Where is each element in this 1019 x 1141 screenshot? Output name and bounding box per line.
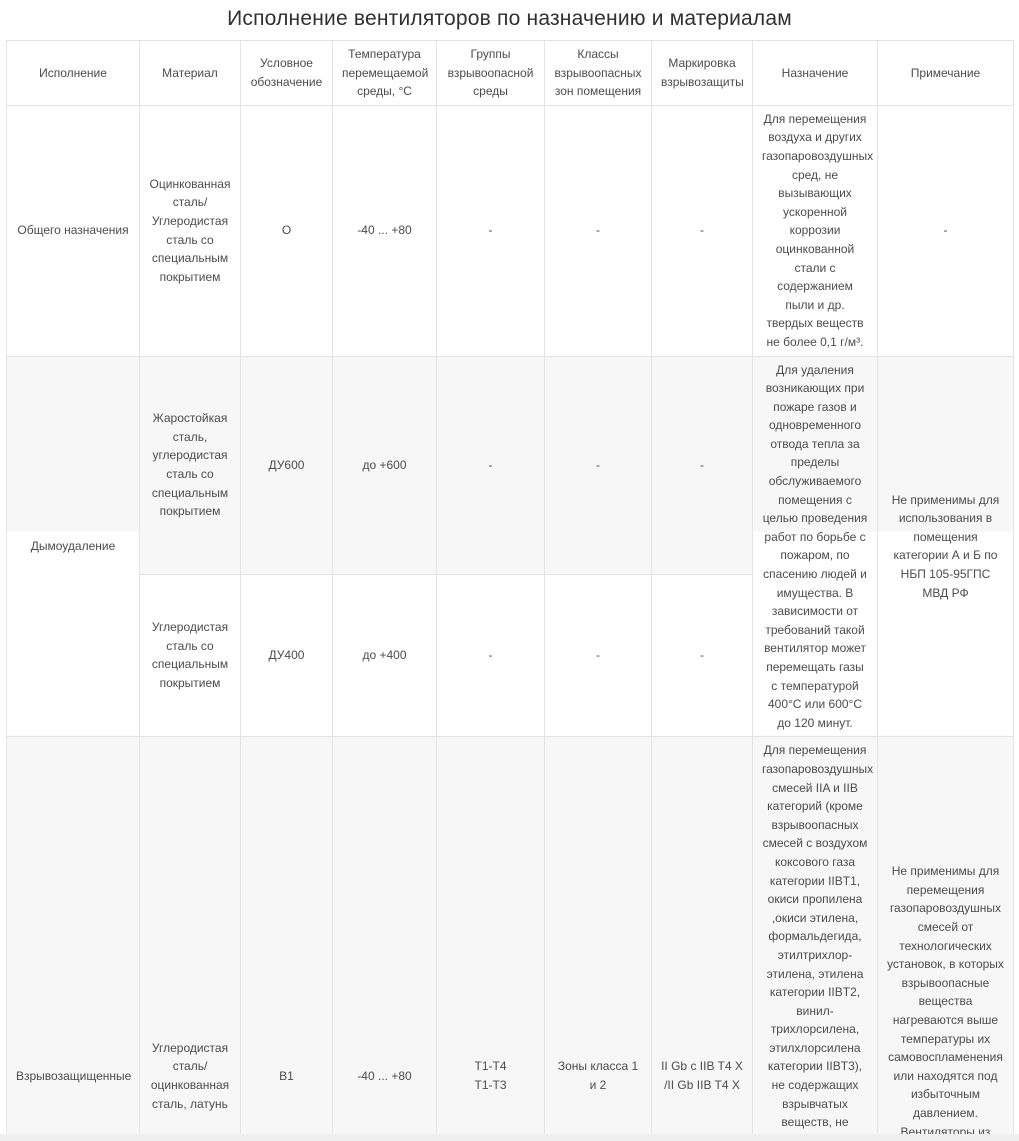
- cell-material: Жаростойкая сталь, углеродистая сталь со…: [139, 355, 241, 575]
- cell-marking: II Gb с IIB T4 X /II Gb IIB T4 X: [651, 736, 753, 1134]
- cell-explosive-groups: -: [436, 355, 545, 575]
- cell-symbol: ДУ600: [240, 355, 333, 575]
- cell-marking: -: [651, 573, 753, 738]
- cell-material: Углеродистая сталь со специальным покрыт…: [139, 573, 241, 738]
- page-title: Исполнение вентиляторов по назначению и …: [227, 7, 792, 30]
- cell-temperature: -40 ... +80: [332, 104, 437, 357]
- cell-note: Не применимы для использования в помещен…: [877, 355, 1014, 738]
- header-purpose: Назначение: [752, 40, 878, 106]
- table-header: Исполнение Материал Условное обозначение…: [6, 40, 1014, 106]
- cell-explosive-groups: -: [436, 104, 545, 357]
- header-explosive-groups: Группы взрывоопасной среды: [436, 40, 545, 106]
- cell-material: Оцинкованная сталь/ Углеродистая сталь с…: [139, 104, 241, 357]
- cell-execution: Взрывозащищенные: [6, 736, 140, 1134]
- header-temperature: Температура перемещаемой среды, °С: [332, 40, 437, 106]
- fan-specs-table: Исполнение Материал Условное обозначение…: [6, 40, 1014, 1134]
- cell-zone-classes: -: [544, 104, 652, 357]
- cell-explosive-groups: -: [436, 573, 545, 738]
- cell-symbol: О: [240, 104, 333, 357]
- header-marking: Маркировка взрывозащиты: [651, 40, 753, 106]
- cell-zone-classes: Зоны класса 1 и 2: [544, 736, 652, 1134]
- table-row-explosion-proof: Взрывозащищенные Углеродистая сталь/ оци…: [6, 736, 1014, 1134]
- cell-temperature: -40 ... +80: [332, 736, 437, 1134]
- cell-zone-classes: -: [544, 355, 652, 575]
- cell-note: Не применимы для перемещения газопаровоз…: [877, 736, 1014, 1134]
- table-body: Общего назначения Оцинкованная сталь/ Уг…: [6, 104, 1014, 1134]
- cell-execution: Дымоудаление: [6, 355, 140, 738]
- header-execution: Исполнение: [6, 40, 140, 106]
- cell-note: -: [877, 104, 1014, 357]
- cell-symbol: В1: [240, 736, 333, 1134]
- cell-marking: -: [651, 355, 753, 575]
- cell-execution: Общего назначения: [6, 104, 140, 357]
- header-symbol: Условное обозначение: [240, 40, 333, 106]
- cell-purpose: Для перемещения воздуха и других газопар…: [752, 104, 878, 357]
- header-material: Материал: [139, 40, 241, 106]
- table-row-general: Общего назначения Оцинкованная сталь/ Уг…: [6, 104, 1014, 357]
- cell-temperature: до +400: [332, 573, 437, 738]
- header-row: Исполнение Материал Условное обозначение…: [6, 40, 1014, 106]
- table-row-smoke-du600: Дымоудаление Жаростойкая сталь, углероди…: [6, 355, 1014, 738]
- cell-material: Углеродистая сталь/ оцинкованная сталь, …: [139, 736, 241, 1134]
- cell-temperature: до +600: [332, 355, 437, 575]
- cell-symbol: ДУ400: [240, 573, 333, 738]
- header-note: Примечание: [877, 40, 1014, 106]
- cell-purpose: Для удаления возникающих при пожаре газо…: [752, 355, 878, 738]
- cell-purpose: Для перемещения газопаровоздушных смесей…: [752, 736, 878, 1134]
- cell-marking: -: [651, 104, 753, 357]
- cell-zone-classes: -: [544, 573, 652, 738]
- table-row-smoke-du400: Углеродистая сталь со специальным покрыт…: [7, 573, 1014, 738]
- header-zone-classes: Классы взрывоопасных зон помещения: [544, 40, 652, 106]
- cell-explosive-groups: Т1-Т4 Т1-Т3: [436, 736, 545, 1134]
